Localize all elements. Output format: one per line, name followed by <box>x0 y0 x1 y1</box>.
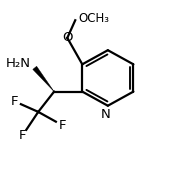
Text: F: F <box>11 95 18 108</box>
Text: F: F <box>58 119 66 132</box>
Text: F: F <box>19 129 26 142</box>
Text: OCH₃: OCH₃ <box>79 12 110 25</box>
Text: H₂N: H₂N <box>5 57 30 70</box>
Text: N: N <box>101 108 111 121</box>
Polygon shape <box>33 66 54 92</box>
Text: O: O <box>62 31 73 44</box>
